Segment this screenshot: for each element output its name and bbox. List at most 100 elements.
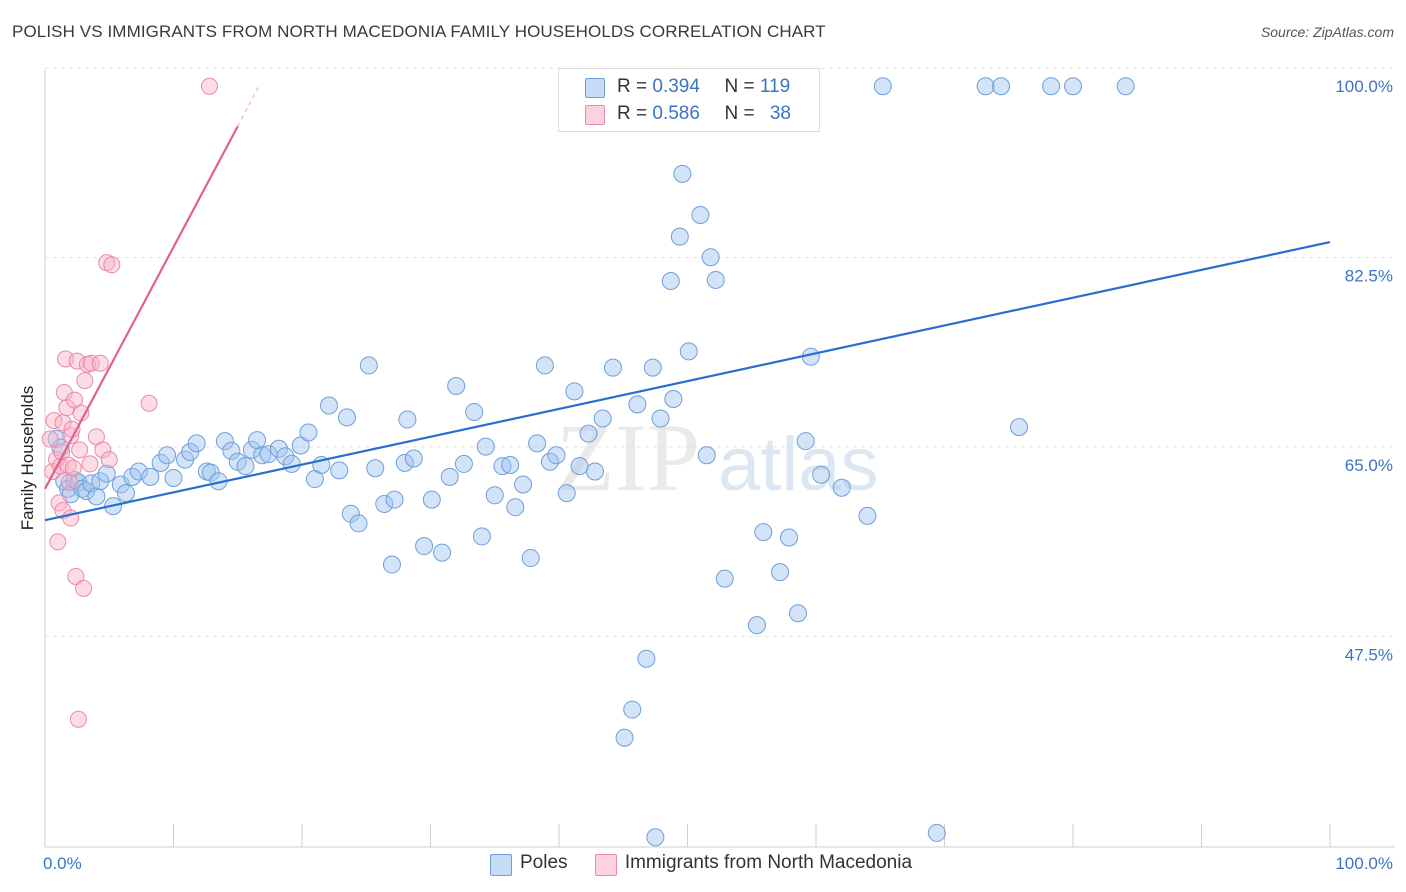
poles-point — [385, 490, 404, 509]
poles-point — [976, 77, 995, 96]
macedonia-point — [41, 430, 59, 448]
poles-point — [691, 206, 710, 225]
macedonia-point — [140, 394, 158, 412]
poles-point — [116, 484, 135, 503]
x-tick-label-1: 100.0% — [1335, 854, 1393, 873]
poles-point — [476, 437, 495, 456]
poles-point — [187, 434, 206, 453]
y-axis-label: Family Households — [18, 386, 37, 531]
poles-point — [248, 431, 267, 450]
poles-point — [747, 616, 766, 635]
poles-point — [337, 408, 356, 427]
poles-point — [557, 484, 576, 503]
poles-point — [651, 409, 670, 428]
poles-point — [253, 446, 272, 465]
poles-point — [585, 462, 604, 481]
legend-poles-n-label: N = — [724, 76, 760, 97]
poles-point — [141, 467, 160, 486]
poles-point — [812, 465, 831, 484]
poles-point — [447, 376, 466, 395]
poles-point — [164, 468, 183, 487]
poles-point — [547, 446, 566, 465]
poles-point — [521, 549, 540, 568]
poles-point — [236, 457, 255, 476]
watermark-atlas: atlas — [718, 422, 879, 507]
poles-point — [47, 430, 66, 449]
macedonia-point — [72, 404, 90, 422]
poles-point — [927, 823, 946, 842]
poles-point — [276, 447, 295, 466]
poles-point — [506, 498, 525, 517]
y-tick-label-2: 82.5% — [1345, 267, 1393, 286]
poles-point — [222, 441, 241, 460]
poles-point — [465, 402, 484, 421]
macedonia-point — [81, 455, 99, 473]
series-macedonia — [41, 77, 218, 728]
poles-point — [646, 828, 665, 847]
poles-point — [375, 494, 394, 513]
poles-point — [771, 563, 790, 582]
poles-point — [87, 487, 106, 506]
poles-point — [422, 490, 441, 509]
macedonia-point — [94, 441, 112, 459]
poles-point — [679, 342, 698, 361]
poles-point — [485, 486, 504, 505]
poles-point — [97, 464, 116, 483]
poles-point — [796, 432, 815, 451]
source-label: Source: ZipAtlas.com — [1260, 24, 1394, 40]
chart-title: POLISH VS IMMIGRANTS FROM NORTH MACEDONI… — [12, 22, 826, 41]
legend-mac-n-label: N = — [724, 103, 760, 124]
poles-point — [395, 453, 414, 472]
poles-point — [528, 434, 547, 453]
poles-point — [637, 649, 656, 668]
poles-point — [628, 395, 647, 414]
legend-mac-r-value: 0.586 — [652, 103, 700, 124]
macedonia-point — [91, 354, 109, 372]
poles-point — [1064, 77, 1082, 96]
legend-item-poles[interactable]: Poles — [490, 852, 568, 876]
poles-point — [565, 382, 584, 401]
y-tick-label-1: 65.0% — [1345, 456, 1393, 475]
macedonia-point — [59, 456, 77, 474]
poles-point — [349, 514, 368, 533]
legend-item-poles-swatch — [490, 854, 512, 876]
correlation-legend: R = 0.394 N = 119 R = 0.586 N = 38 — [558, 68, 820, 132]
poles-point — [664, 389, 683, 408]
poles-point — [615, 728, 634, 747]
legend-mac-n-value: 38 — [769, 103, 791, 124]
poles-point — [454, 454, 473, 473]
macedonia-point — [75, 579, 93, 597]
poles-point — [91, 472, 110, 491]
poles-point — [579, 424, 598, 443]
x-tick-labels: 0.0% 100.0% — [43, 854, 1393, 873]
poles-point — [501, 455, 520, 474]
macedonia-trend-line — [44, 125, 239, 490]
poles-point — [359, 356, 378, 375]
poles-point — [282, 454, 301, 473]
poles-point — [661, 272, 680, 291]
poles-point — [832, 478, 851, 497]
poles-point — [215, 432, 234, 451]
poles-point — [789, 604, 808, 623]
macedonia-point — [100, 451, 118, 469]
y-tick-label-0: 47.5% — [1345, 645, 1393, 664]
poles-point — [535, 356, 554, 375]
x-tick-label-0: 0.0% — [43, 854, 82, 873]
poles-point — [858, 506, 877, 525]
y-tick-labels: 47.5% 65.0% 82.5% 100.0% — [1335, 77, 1393, 664]
poles-point — [158, 446, 177, 465]
poles-point — [541, 452, 560, 471]
poles-point — [472, 527, 491, 546]
legend-item-macedonia[interactable]: Immigrants from North Macedonia — [594, 852, 912, 876]
poles-point — [242, 440, 261, 459]
macedonia-point — [82, 354, 100, 372]
gridlines — [45, 67, 1392, 637]
y-tick-label-3: 100.0% — [1335, 77, 1393, 96]
macedonia-point — [103, 256, 121, 274]
macedonia-trend-extension — [237, 87, 259, 127]
poles-point — [603, 358, 622, 377]
poles-point — [992, 77, 1011, 96]
legend-swatch-poles — [585, 78, 605, 98]
legend-item-poles-label: Poles — [520, 852, 568, 873]
macedonia-point — [49, 533, 67, 551]
